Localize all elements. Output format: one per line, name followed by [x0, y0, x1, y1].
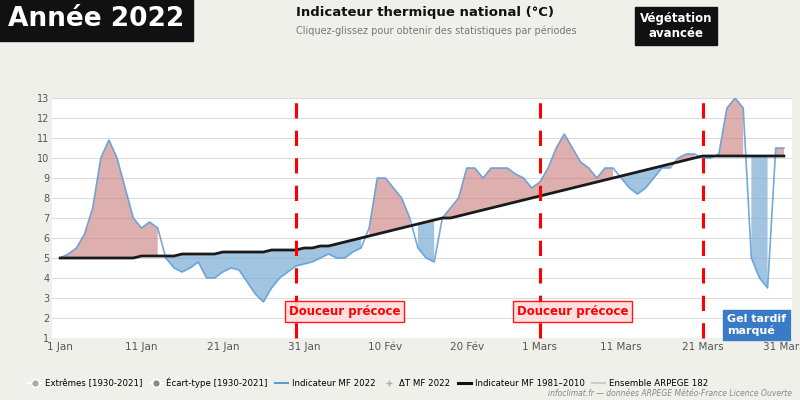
Text: Indicateur thermique national (°C): Indicateur thermique national (°C)	[296, 6, 554, 19]
Text: infoclimat.fr — données ARPEGE Météo-France Licence Ouverte: infoclimat.fr — données ARPEGE Météo-Fra…	[548, 389, 792, 398]
Text: Année 2022: Année 2022	[8, 6, 184, 32]
Text: Cliquez-glissez pour obtenir des statistiques par périodes: Cliquez-glissez pour obtenir des statist…	[296, 26, 577, 36]
Legend: Extrêmes [1930-2021], Écart-type [1930-2021], Indicateur MF 2022, ΔT MF 2022, In: Extrêmes [1930-2021], Écart-type [1930-2…	[25, 374, 711, 392]
Text: Douceur précoce: Douceur précoce	[517, 305, 628, 318]
Text: Douceur précoce: Douceur précoce	[289, 305, 401, 318]
Text: Gel tardif
marqué: Gel tardif marqué	[727, 314, 786, 336]
Text: Végétation
avancée: Végétation avancée	[640, 12, 712, 40]
